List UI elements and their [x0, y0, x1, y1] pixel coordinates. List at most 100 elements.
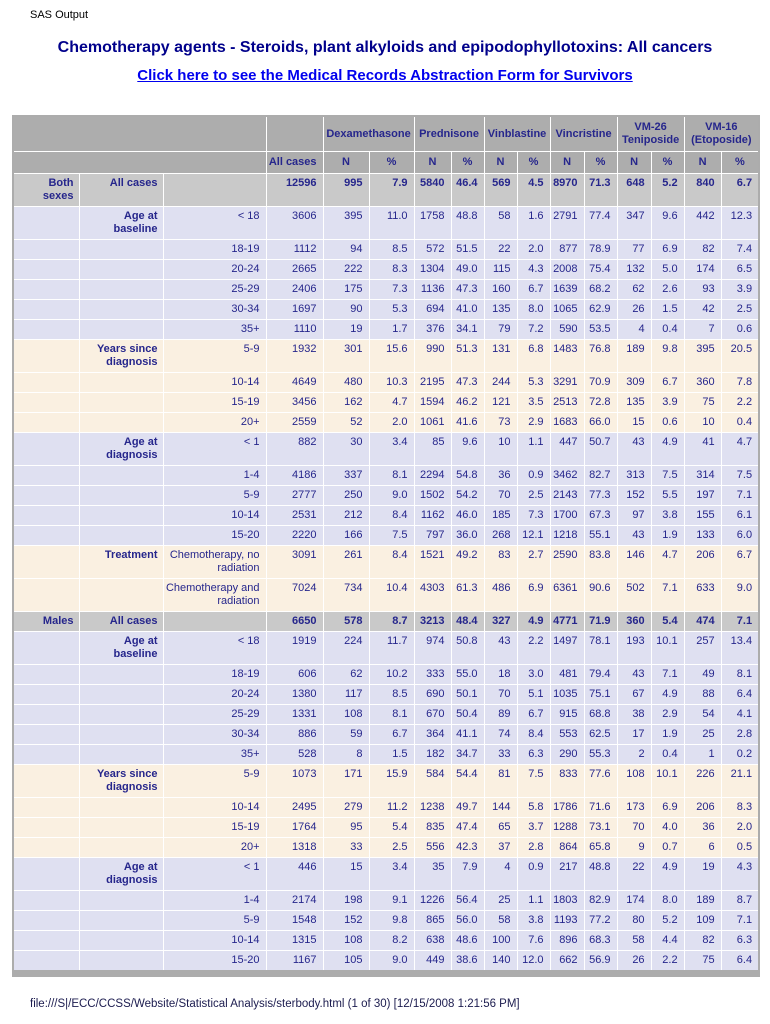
all-cases-value: 1110 — [265, 319, 324, 340]
pct-value: 51.5 — [450, 239, 485, 260]
n-value: 162 — [322, 392, 370, 413]
n-value: 395 — [322, 206, 370, 240]
n-value: 694 — [413, 299, 452, 320]
pct-value: 68.2 — [583, 279, 618, 300]
all-cases-column-header: All cases — [265, 151, 324, 174]
pct-value: 0.4 — [650, 744, 685, 765]
all-cases-value: 2495 — [265, 797, 324, 818]
n-value: 88 — [683, 684, 722, 705]
pct-value: 7.9 — [368, 173, 415, 207]
pct-value: 3.8 — [516, 910, 551, 931]
pct-value: 8.5 — [368, 684, 415, 705]
pct-value: 9.8 — [368, 910, 415, 931]
row-subcategory-label: 15-19 — [162, 392, 267, 413]
row-sex-label — [12, 857, 80, 891]
n-value: 49 — [683, 664, 722, 685]
table-row: 15-20 1167 105 9.0 449 38.6 140 12.0 662 56.9 26 2.… — [12, 950, 760, 974]
n-value: 864 — [549, 837, 585, 858]
table-row: 18-19 1112 94 8.5 572 51.5 22 2.0 877 78.9 77 6.9 82… — [12, 239, 760, 260]
window-label: SAS Output — [30, 9, 89, 21]
n-value: 337 — [322, 465, 370, 486]
row-subcategory-label: 5-9 — [162, 764, 267, 798]
row-category-label — [78, 279, 164, 300]
n-value: 37 — [483, 837, 518, 858]
pct-value: 6.9 — [650, 239, 685, 260]
n-value: 224 — [322, 631, 370, 665]
table-row: 20+ 1318 33 2.5 556 42.3 37 2.8 864 65.8 9 0.7 6 0.5 — [12, 837, 760, 858]
n-value: 175 — [322, 279, 370, 300]
pct-value: 9.6 — [450, 432, 485, 466]
pct-value: 51.3 — [450, 339, 485, 373]
all-cases-value: 2531 — [265, 505, 324, 526]
pct-value: 7.1 — [650, 664, 685, 685]
pct-value: 71.6 — [583, 797, 618, 818]
n-value: 152 — [616, 485, 652, 506]
pct-value: 41.0 — [450, 299, 485, 320]
n-value: 8 — [322, 744, 370, 765]
n-value: 132 — [616, 259, 652, 280]
pct-value: 1.5 — [368, 744, 415, 765]
pct-value: 82.7 — [583, 465, 618, 486]
n-value: 313 — [616, 465, 652, 486]
table-row: Treatment Chemotherapy, no radiation 3091 2… — [12, 545, 760, 579]
pct-value: 7.2 — [516, 319, 551, 340]
table-row: 15-20 2220 166 7.5 797 36.0 268 12.1 1218 55.1 43 1… — [12, 525, 760, 546]
n-value: 33 — [483, 744, 518, 765]
row-subcategory-label: < 1 — [162, 432, 267, 466]
table-row: 10-14 1315 108 8.2 638 48.6 100 7.6 896 68.3 58 4.4… — [12, 930, 760, 951]
row-category-label — [78, 412, 164, 433]
n-value: 449 — [413, 950, 452, 974]
pct-value: 7.8 — [720, 372, 760, 393]
pct-value: 6.0 — [720, 525, 760, 546]
all-cases-value: 7024 — [265, 578, 324, 612]
link-line: Click here to see the Medical Records Ab… — [0, 67, 770, 84]
all-cases-value: 2220 — [265, 525, 324, 546]
n-value: 58 — [483, 910, 518, 931]
pct-value: 6.8 — [516, 339, 551, 373]
pct-value: 0.4 — [650, 319, 685, 340]
row-subcategory-label: 35+ — [162, 319, 267, 340]
n-value: 8970 — [549, 173, 585, 207]
n-value: 6361 — [549, 578, 585, 612]
pct-value: 49.0 — [450, 259, 485, 280]
pct-column-header: % — [450, 151, 485, 174]
n-value: 42 — [683, 299, 722, 320]
all-cases-value: 12596 — [265, 173, 324, 207]
row-sex-label — [12, 545, 80, 579]
row-sex-label — [12, 664, 80, 685]
n-value: 1218 — [549, 525, 585, 546]
row-subcategory-label: 20-24 — [162, 259, 267, 280]
all-cases-value: 1380 — [265, 684, 324, 705]
row-category-label: Years since diagnosis — [78, 339, 164, 373]
n-value: 97 — [616, 505, 652, 526]
table-row: Chemotherapy and radiation 7024 734 10.4 430… — [12, 578, 760, 612]
file-path-footer: file:///S|/ECC/CCSS/Website/Statistical … — [30, 998, 520, 1010]
pct-value: 0.4 — [720, 412, 760, 433]
pct-value: 6.4 — [720, 684, 760, 705]
table-row: Years since diagnosis 5-9 1073 171 15.9 584 54… — [12, 764, 760, 798]
row-category-label — [78, 372, 164, 393]
n-value: 347 — [616, 206, 652, 240]
pct-value: 50.8 — [450, 631, 485, 665]
n-value: 41 — [683, 432, 722, 466]
n-value: 15 — [322, 857, 370, 891]
row-subcategory-label: 20+ — [162, 412, 267, 433]
pct-value: 4.9 — [650, 857, 685, 891]
n-value: 990 — [413, 339, 452, 373]
n-value: 108 — [322, 704, 370, 725]
n-value: 662 — [549, 950, 585, 974]
n-value: 100 — [483, 930, 518, 951]
n-value: 174 — [616, 890, 652, 911]
all-cases-value: 2174 — [265, 890, 324, 911]
medical-records-abstraction-link[interactable]: Click here to see the Medical Records Ab… — [137, 67, 633, 84]
row-sex-label — [12, 279, 80, 300]
all-cases-value: 1331 — [265, 704, 324, 725]
pct-value: 3.8 — [650, 505, 685, 526]
pct-value: 10.4 — [368, 578, 415, 612]
n-value: 43 — [616, 432, 652, 466]
pct-value: 5.4 — [368, 817, 415, 838]
row-category-label — [78, 505, 164, 526]
n-value: 15 — [616, 412, 652, 433]
pct-value: 48.8 — [450, 206, 485, 240]
n-column-header: N — [683, 151, 722, 174]
